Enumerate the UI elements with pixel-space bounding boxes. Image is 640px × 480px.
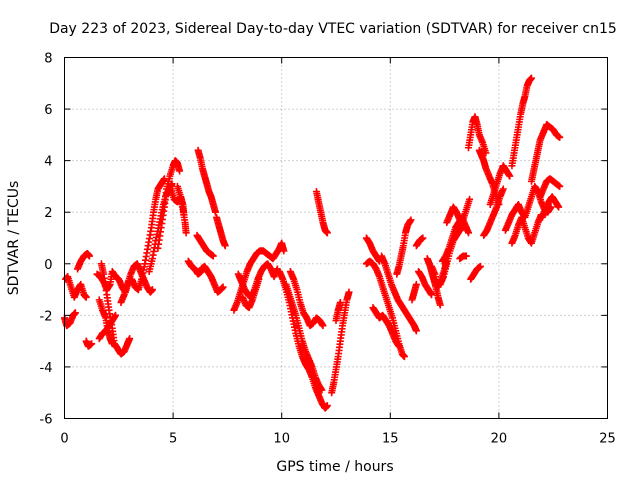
series-arc-l <box>154 157 184 252</box>
series-arc-ap <box>456 252 470 263</box>
y-axis-label: SDTVAR / TECUs <box>6 181 22 296</box>
data-point <box>126 335 134 343</box>
data-point <box>323 402 331 410</box>
series-arc-ay <box>527 121 564 185</box>
series-arc-ag <box>393 216 415 278</box>
series-arc-x <box>282 280 326 394</box>
data-point <box>319 322 327 330</box>
data-point <box>499 185 507 193</box>
y-tick-label: 0 <box>44 258 52 273</box>
series-arc-aa <box>328 288 353 397</box>
data-point <box>464 229 472 237</box>
x-tick-label: 20 <box>491 432 508 447</box>
data-point <box>280 247 288 255</box>
series-arc-y <box>286 268 327 330</box>
data-point <box>466 195 474 203</box>
x-tick-label: 25 <box>599 432 616 447</box>
y-tick-label: 4 <box>44 155 52 170</box>
series-arc-o <box>184 257 205 278</box>
x-axis-label: GPS time / hours <box>276 459 393 475</box>
data-point <box>527 74 535 82</box>
y-tick-label: 2 <box>44 206 52 221</box>
x-tick-label: 5 <box>169 432 177 447</box>
series-arc-d <box>82 337 96 350</box>
series-arc-q <box>193 231 217 260</box>
data-point <box>462 252 470 260</box>
data-point <box>323 229 331 237</box>
series-arc-n <box>173 182 190 237</box>
data-point <box>336 298 344 306</box>
data-point <box>412 327 420 335</box>
series-arc-h <box>95 311 120 343</box>
data-point <box>476 262 484 270</box>
series-arc-ao <box>443 203 467 232</box>
data-point <box>88 340 96 348</box>
data-point <box>82 293 90 301</box>
x-tick-label: 0 <box>60 432 68 447</box>
y-tick-label: 6 <box>44 103 52 118</box>
series-arc-ar <box>467 262 484 283</box>
data-point <box>556 182 564 190</box>
data-point <box>209 252 217 260</box>
x-tick-labels: 0 5 10 15 20 25 <box>60 432 615 447</box>
y-tick-labels: -6 -4 -2 0 2 4 6 8 <box>40 52 53 428</box>
chart-title: Day 223 of 2023, Sidereal Day-to-day VTE… <box>49 21 617 37</box>
series-arc-ai <box>412 234 427 250</box>
series-arc-p <box>194 146 219 216</box>
axis-ticks <box>64 57 608 419</box>
data-point <box>395 342 403 350</box>
data-point <box>436 301 444 309</box>
data-point <box>412 280 420 288</box>
data-point <box>148 286 156 294</box>
data-point <box>555 203 563 211</box>
data-point <box>211 208 219 216</box>
series-arc-z <box>312 188 331 237</box>
series-arc-ah <box>408 280 420 304</box>
y-tick-label: -6 <box>40 413 53 428</box>
series-arc-aj <box>415 268 436 299</box>
data-point <box>85 252 93 260</box>
series-arc-ab <box>332 298 344 325</box>
data-point <box>176 167 184 175</box>
x-tick-label: 15 <box>382 432 399 447</box>
series-arc-ae <box>369 304 403 350</box>
data-point <box>219 283 227 291</box>
series-arc-av <box>508 74 535 170</box>
data-point <box>71 309 79 317</box>
data-point <box>345 288 353 296</box>
data-point <box>407 216 415 224</box>
series-arc-az <box>536 175 564 201</box>
data-point <box>318 386 326 394</box>
data-point <box>459 224 467 232</box>
series-arc-j <box>134 175 168 294</box>
y-tick-label: -4 <box>40 361 53 376</box>
data-point <box>112 311 120 319</box>
series-arc-b <box>62 273 90 301</box>
data-point <box>506 172 514 180</box>
series-arc-a <box>61 309 79 330</box>
series-arc-s <box>213 213 229 250</box>
y-tick-label: 8 <box>44 52 52 67</box>
series-arc-t <box>230 239 288 314</box>
series-arc-af <box>378 252 420 335</box>
series-arc-au <box>486 162 514 208</box>
series-arc-c <box>74 249 93 273</box>
data-points <box>61 74 564 412</box>
series-arc-r <box>197 262 227 296</box>
y-tick-label: -2 <box>40 309 53 324</box>
data-point <box>400 353 408 361</box>
series-arc-v <box>239 275 263 312</box>
data-point <box>221 242 229 250</box>
series-arc-ba <box>538 193 563 221</box>
x-tick-label: 10 <box>273 432 290 447</box>
data-point <box>419 234 427 242</box>
data-point <box>182 229 190 237</box>
data-point <box>255 275 263 283</box>
data-point <box>556 133 564 141</box>
plot-frame <box>64 57 608 419</box>
series-arc-aq <box>464 113 490 157</box>
data-point <box>428 291 436 299</box>
series-arc-at <box>480 185 507 239</box>
